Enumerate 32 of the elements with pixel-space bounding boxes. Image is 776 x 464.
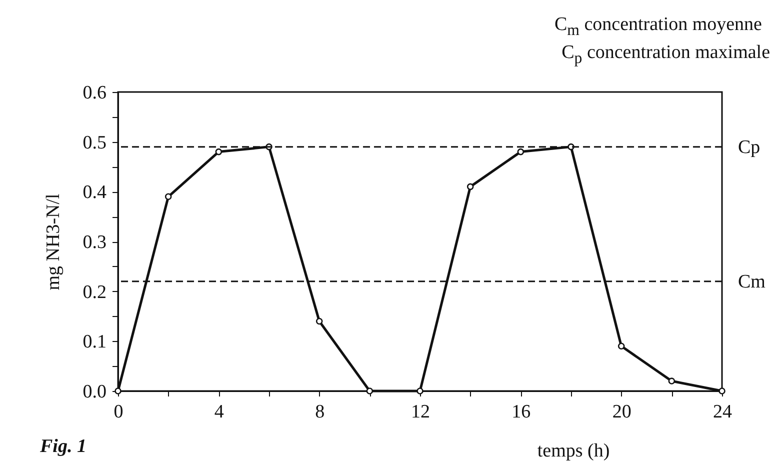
- x-axis-title: temps (h): [537, 440, 610, 462]
- ref-line-label: Cp: [738, 136, 760, 158]
- point: [416, 388, 424, 394]
- x-tick-label: 12: [411, 402, 430, 422]
- text: C$_{p}$ concentration maximale: [562, 42, 770, 68]
- point: [316, 318, 323, 325]
- ref-line-label: Cm: [738, 271, 766, 292]
- x-tick-label: 20: [612, 402, 632, 422]
- y-tick-label: 0.2: [82, 282, 106, 303]
- x-tick-label: 16: [512, 402, 531, 422]
- y-tick-label: 0.5: [82, 132, 106, 154]
- point: [215, 148, 222, 156]
- point: [366, 388, 374, 394]
- y-tick-label: 0.3: [82, 232, 106, 253]
- y-tick-label: 0.4: [82, 182, 107, 204]
- x-tick-label: 24: [713, 402, 732, 422]
- point: [114, 388, 122, 394]
- x-tick-label: 8: [315, 402, 325, 422]
- y-axis-title: mg NH3-N/l: [42, 194, 64, 290]
- x-tick-label: 4: [214, 402, 224, 422]
- point: [718, 388, 726, 394]
- point: [164, 193, 172, 200]
- y-tick-label: 0.1: [82, 332, 106, 353]
- x-tick-label: 0: [114, 402, 124, 422]
- text: C$_{m}$ concentration moyenne: [554, 14, 762, 40]
- point: [668, 378, 676, 384]
- y-tick-label: 0.6: [82, 82, 106, 104]
- point: [517, 148, 524, 156]
- caption: Fig. 1: [40, 436, 86, 458]
- point: [466, 183, 474, 190]
- y-tick-label: 0.0: [82, 382, 106, 402]
- point: [618, 342, 625, 350]
